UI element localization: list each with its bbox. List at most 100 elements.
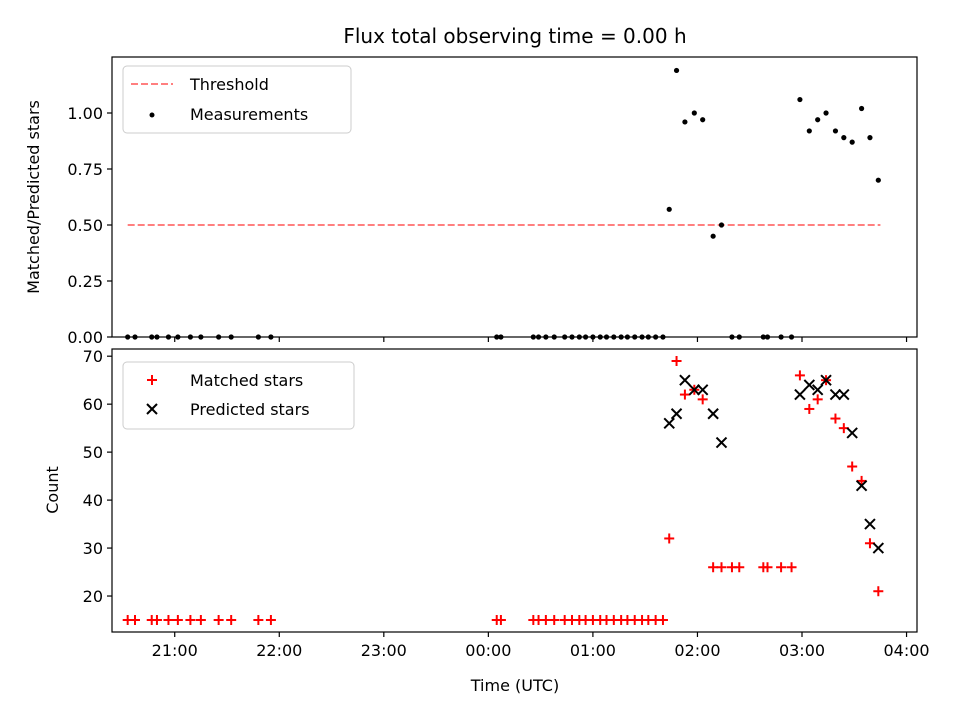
measurement-point (718, 222, 725, 228)
measurement-point (700, 117, 706, 123)
matched-star-point (163, 615, 174, 626)
matched-star-point (172, 615, 183, 626)
predicted-star-point (872, 542, 885, 554)
bottom-y-tick-label: 20 (83, 587, 103, 606)
bottom-x-axis-ticks: 21:00 22:00 23:00 00:00 01:00 02:00 03:00 04:00 (152, 632, 930, 660)
bottom-panel: 20 30 40 50 60 70 21:00 22:00 23:00 00:00 01:00 02… (43, 347, 930, 695)
bottom-x-tick-label: 01:00 (570, 641, 616, 660)
bottom-y-tick-label: 30 (83, 539, 103, 558)
legend-predicted-marker (146, 403, 158, 415)
measurement-point (841, 135, 847, 141)
predicted-star-point (838, 388, 850, 401)
measurement-point (832, 128, 839, 134)
matched-star-point (716, 562, 727, 573)
matched-star-point (873, 586, 884, 597)
predicted-star-point (715, 436, 728, 449)
measurement-point (710, 233, 716, 239)
matched-star-point (495, 615, 506, 626)
top-legend-box (122, 65, 352, 134)
matched-star-point (708, 562, 719, 573)
bottom-y-axis-label: Count (43, 466, 62, 514)
predicted-star-point (696, 384, 709, 396)
matched-star-point (697, 394, 708, 405)
matched-star-point (540, 615, 551, 626)
bottom-x-tick-label: 23:00 (361, 641, 407, 660)
bottom-x-tick-label: 21:00 (152, 641, 198, 660)
top-x-axis-ticks (174, 337, 908, 342)
matched-star-point (151, 615, 162, 626)
legend-predicted-label: Predicted stars (190, 400, 310, 419)
matched-star-point (804, 403, 815, 414)
top-y-axis-ticks: 0.00 0.25 0.50 0.75 1.00 (67, 104, 112, 347)
predicted-star-point (820, 374, 832, 386)
matched-star-point (664, 533, 675, 544)
matched-star-point (679, 389, 690, 400)
predicted-star-point (811, 384, 824, 396)
top-y-tick-label: 0.75 (67, 160, 103, 179)
predicted-star-point (855, 479, 868, 492)
measurement-point (806, 128, 812, 134)
bottom-y-tick-label: 60 (83, 395, 103, 414)
predicted-star-point (707, 408, 719, 420)
matched-star-point (671, 355, 682, 366)
bottom-y-tick-label: 50 (83, 443, 103, 462)
top-y-tick-label: 1.00 (67, 104, 103, 123)
measurement-point (673, 67, 680, 74)
legend-matched-marker (147, 375, 157, 385)
predicted-star-point (829, 388, 842, 401)
predicted-star-point (864, 518, 876, 530)
bottom-axes-frame (111, 348, 918, 633)
matched-star-point (195, 615, 206, 626)
measurement-point (823, 110, 829, 116)
bottom-x-tick-label: 02:00 (674, 641, 720, 660)
measurement-point (849, 139, 855, 145)
top-y-tick-label: 0.25 (67, 272, 103, 291)
matched-star-point (856, 475, 867, 486)
measurement-point (666, 206, 672, 212)
matched-star-point (734, 562, 745, 573)
legend-threshold-label: Threshold (189, 75, 269, 94)
bottom-y-axis-ticks: 20 30 40 50 60 70 (83, 347, 112, 606)
measurement-point (797, 96, 803, 103)
measurement-point (858, 105, 865, 112)
predicted-star-point (803, 379, 816, 391)
bottom-x-tick-label: 22:00 (256, 641, 302, 660)
measurement-point (875, 177, 881, 183)
top-chart-title: Flux total observing time = 0.00 h (343, 24, 686, 48)
matched-star-point (812, 394, 823, 405)
bottom-legend-box (122, 361, 355, 430)
bottom-y-tick-label: 70 (83, 347, 103, 366)
predicted-star-point (794, 388, 806, 401)
matched-star-point (794, 370, 805, 381)
measurement-point (682, 119, 688, 125)
matched-star-point (253, 615, 264, 626)
legend-measurements-label: Measurements (190, 105, 308, 124)
predicted-star-point (663, 417, 675, 430)
bottom-x-tick-label: 00:00 (465, 641, 511, 660)
matched-star-point (786, 562, 797, 573)
legend-matched-label: Matched stars (190, 371, 303, 390)
matched-star-point (185, 615, 196, 626)
top-legend: Threshold Measurements (122, 65, 352, 134)
top-y-tick-label: 0.50 (67, 216, 103, 235)
bottom-x-axis-label: Time (UTC) (470, 676, 559, 695)
measurement-point (691, 110, 697, 116)
bottom-x-tick-label: 04:00 (883, 641, 929, 660)
predicted-star-point (688, 384, 701, 396)
matched-star-point (830, 413, 841, 424)
matched-star-point (265, 615, 276, 626)
matched-star-point (213, 615, 224, 626)
predicted-star-point (679, 374, 691, 386)
legend-measurements-marker (149, 112, 155, 118)
matched-star-point (549, 615, 560, 626)
top-y-tick-label: 0.00 (67, 328, 103, 347)
top-axes-frame (111, 56, 918, 338)
top-panel: 0.00 0.25 0.50 0.75 1.00 Matched/Predicted s… (24, 56, 918, 347)
measurement-point (867, 135, 873, 141)
bottom-legend: Matched stars Predicted stars (122, 361, 355, 430)
predicted-star-point (670, 408, 683, 420)
bottom-x-tick-label: 03:00 (779, 641, 825, 660)
matched-star-point (762, 562, 773, 573)
measurement-point (815, 117, 821, 123)
